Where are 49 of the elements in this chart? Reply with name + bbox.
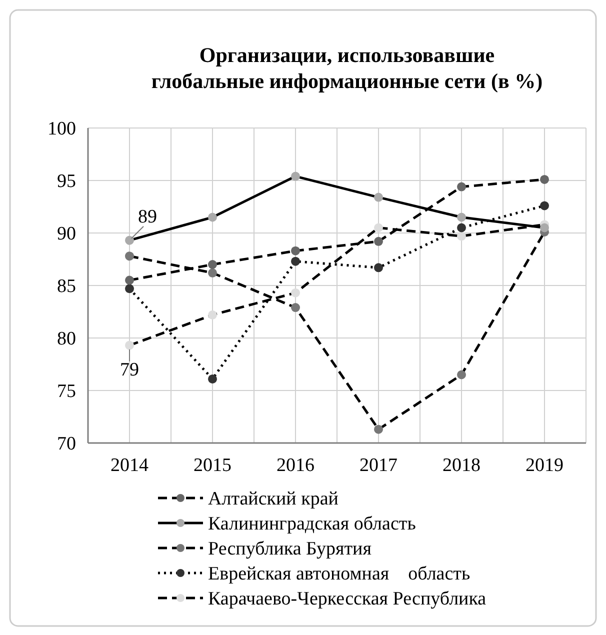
point	[540, 174, 549, 184]
point	[208, 260, 217, 269]
point	[457, 182, 466, 192]
y-tick-label: 75	[57, 381, 76, 402]
point	[125, 236, 134, 245]
y-tick-label: 80	[57, 328, 76, 350]
point	[208, 268, 217, 278]
chart-title: Организации, использовавшие глобальные информационные сети (в %)	[151, 43, 543, 93]
x-tick-label: 2016	[276, 455, 314, 476]
point	[208, 212, 217, 222]
point	[125, 252, 134, 261]
point	[374, 263, 383, 272]
point	[374, 424, 383, 434]
legend-label: Калининградская область	[208, 514, 416, 535]
legend-label: Карачаево-Черкесская Республика	[208, 588, 487, 610]
annotation: 79	[120, 359, 139, 380]
y-tick-label: 90	[57, 224, 76, 245]
legend-label: Еврейская автономная область	[208, 564, 470, 585]
x-tick-label: 2018	[442, 455, 480, 476]
y-tick-label: 85	[57, 276, 76, 298]
point	[291, 288, 300, 298]
point	[125, 284, 134, 294]
x-tick-label: 2019	[526, 455, 564, 476]
point	[125, 340, 134, 350]
y-tick-label: 70	[57, 434, 76, 455]
point	[291, 256, 300, 266]
x-tick-label: 2015	[194, 455, 232, 476]
point	[291, 172, 300, 181]
y-tick-label: 100	[48, 118, 76, 140]
x-tick-label: 2017	[360, 455, 398, 476]
point	[208, 310, 217, 320]
point	[374, 223, 383, 232]
point	[208, 374, 217, 384]
x-tick-label: 2014	[110, 455, 149, 476]
legend-label: Алтайский край	[208, 488, 338, 510]
point	[291, 303, 300, 312]
point	[374, 192, 383, 202]
point	[540, 201, 549, 210]
legend-label: Республика Бурятия	[208, 538, 372, 560]
point	[540, 223, 549, 232]
point	[457, 212, 466, 222]
point	[291, 246, 300, 256]
point	[125, 276, 134, 285]
point	[374, 236, 383, 246]
point	[457, 370, 466, 380]
point	[457, 223, 466, 232]
y-tick-label: 95	[57, 171, 76, 192]
annotation: 89	[138, 206, 157, 228]
point	[457, 232, 466, 241]
